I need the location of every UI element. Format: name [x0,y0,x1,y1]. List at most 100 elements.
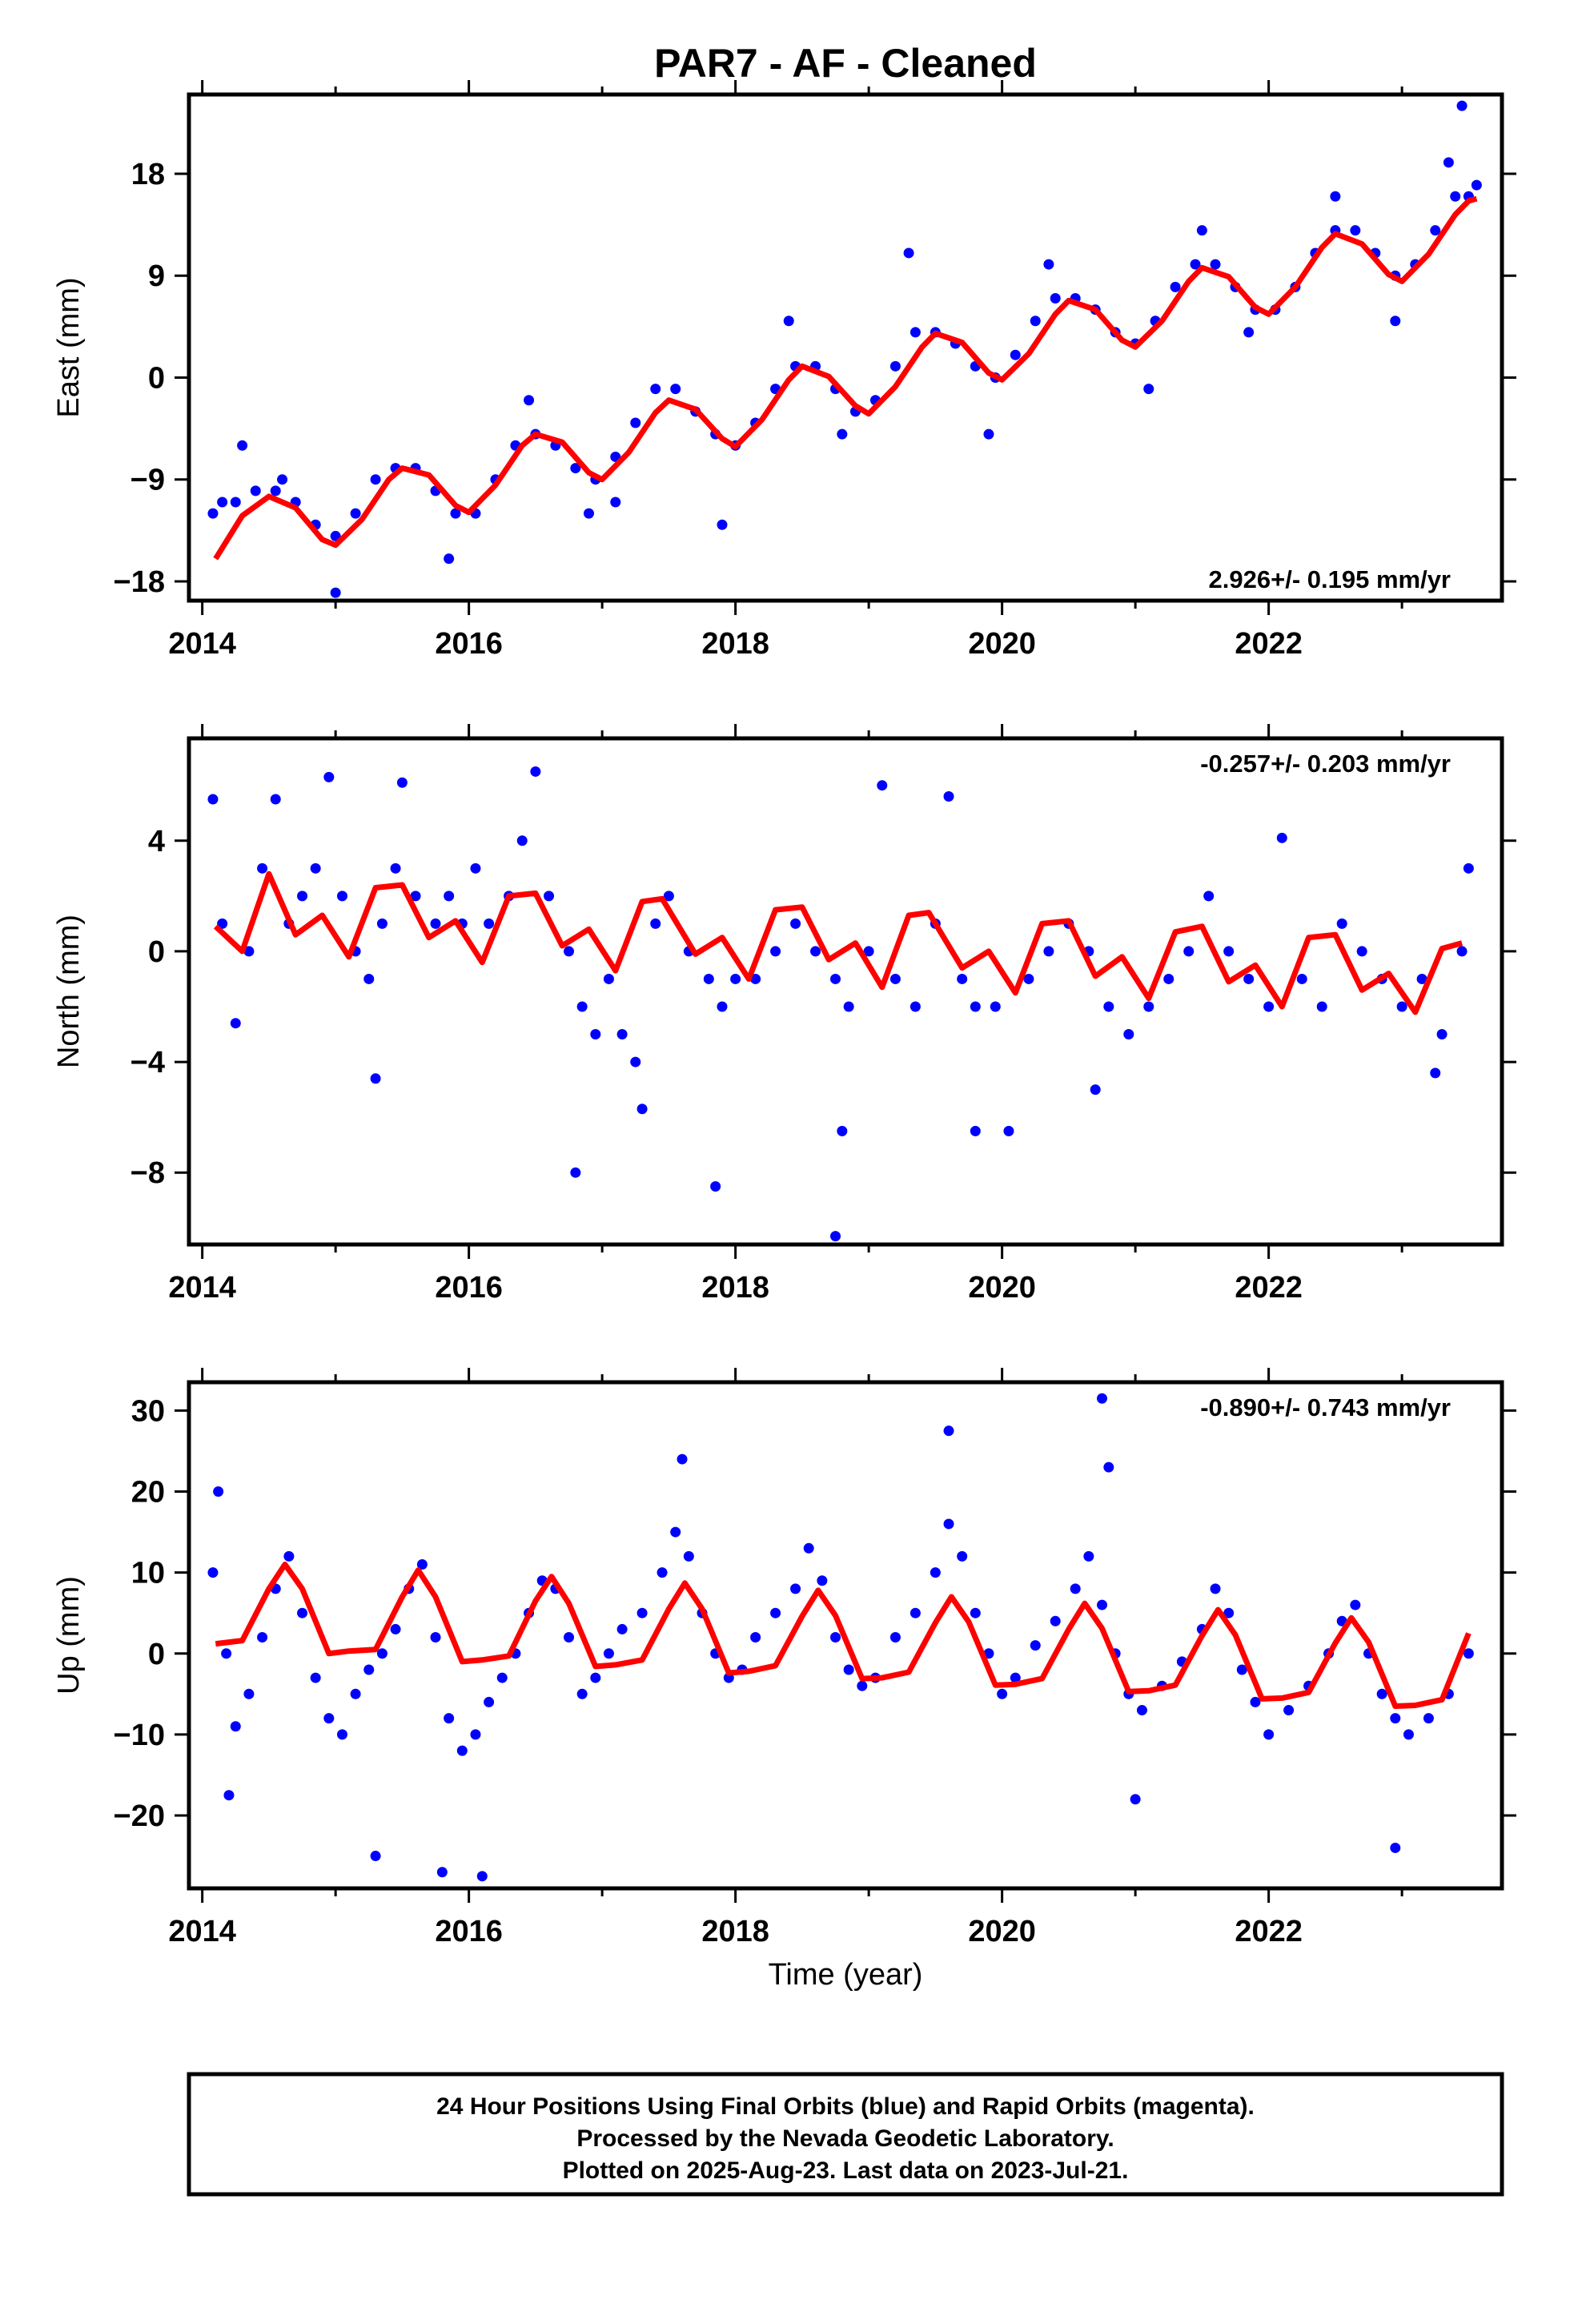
data-point [1170,281,1181,292]
data-point [484,918,495,929]
data-point [889,973,901,984]
data-point [930,1567,941,1578]
data-point [1050,292,1061,304]
data-point [889,360,901,372]
data-point [1143,1001,1154,1012]
data-point [1130,1794,1141,1805]
data-point [843,1001,854,1012]
data-point [1163,973,1174,984]
footer-frame [187,2072,1504,2197]
data-point [770,946,781,957]
y-tick-label: −10 [114,1719,165,1752]
data-point [970,1607,981,1618]
data-point [1203,891,1215,902]
data-point [363,1664,375,1675]
data-point [1336,918,1347,929]
footer-box: 24 Hour Positions Using Final Orbits (bl… [187,2072,1504,2197]
data-point [663,891,674,902]
data-point [1136,1705,1147,1716]
x-tick-label: 2022 [1235,627,1303,661]
data-point [1463,862,1474,874]
y-tick-label: 0 [148,935,165,969]
data-point [1416,973,1427,984]
data-point [790,1583,801,1594]
data-point [576,1688,588,1699]
y-tick-label: −9 [130,464,165,497]
data-point [997,1688,1008,1699]
data-point [217,918,228,929]
data-point [350,1688,361,1699]
y-tick-label: −20 [114,1799,165,1833]
data-point [310,1672,321,1683]
data-point [1390,1713,1401,1724]
data-point [350,508,361,519]
data-point [603,1648,614,1659]
data-point [310,862,321,874]
data-area [207,100,1482,598]
data-point [1390,1842,1401,1853]
y-tick-label: 10 [131,1557,165,1590]
footer-line-1: 24 Hour Positions Using Final Orbits (bl… [436,2093,1255,2120]
x-tick-label: 2014 [168,1271,236,1305]
data-point [470,1729,481,1740]
data-point [1296,973,1307,984]
data-point [1210,259,1221,270]
data-point [1283,1705,1295,1716]
model-fit-line [213,195,1478,561]
data-point [1183,946,1195,957]
x-tick-label: 2016 [435,1271,503,1305]
data-point [750,1632,761,1643]
data-point [943,1425,954,1437]
data-point [1196,225,1207,236]
data-point [1430,225,1441,236]
data-point [1190,259,1201,270]
data-area [207,766,1474,1242]
data-point [456,1745,468,1756]
data-point [1263,1729,1275,1740]
y-tick-label: −18 [114,565,165,599]
data-point [564,1632,575,1643]
data-point [750,973,761,984]
data-point [336,891,347,902]
footer-line-2: Processed by the Nevada Geodetic Laborat… [576,2125,1114,2152]
data-point [277,474,288,485]
x-tick-label: 2018 [701,1915,769,1948]
data-point [636,1607,648,1618]
y-axis-label: North (mm) [52,915,86,1068]
rate-label: 2.926+/- 0.195 mm/yr [1209,565,1451,593]
data-point [703,973,714,984]
data-point [909,327,921,338]
x-tick-label: 2020 [968,627,1036,661]
data-point [336,1729,347,1740]
plot-frame [187,92,1504,603]
data-point [957,973,968,984]
data-point [583,508,594,519]
data-point [230,1721,241,1732]
data-point [943,791,954,802]
data-point [843,1664,854,1675]
data-point [230,497,241,508]
data-point [436,1867,448,1878]
data-point [1023,973,1034,984]
y-tick-label: 9 [148,259,165,293]
x-tick-label: 2022 [1235,1271,1303,1305]
data-point [370,474,381,485]
data-point [857,1680,868,1691]
data-point [430,918,441,929]
x-tick-label: 2016 [435,1915,503,1948]
rate-label: -0.257+/- 0.203 mm/yr [1200,750,1451,778]
data-point [677,1454,688,1465]
data-point [396,777,408,788]
data-point [903,247,914,259]
y-tick-label: 20 [131,1476,165,1510]
data-point [207,508,219,519]
y-tick-label: 0 [148,1638,165,1671]
data-point [243,1688,255,1699]
data-point [1390,316,1401,327]
data-point [1430,1068,1441,1079]
data-point [237,440,248,451]
data-point [970,1125,981,1136]
data-point [576,1001,588,1012]
data-point [1070,1583,1081,1594]
